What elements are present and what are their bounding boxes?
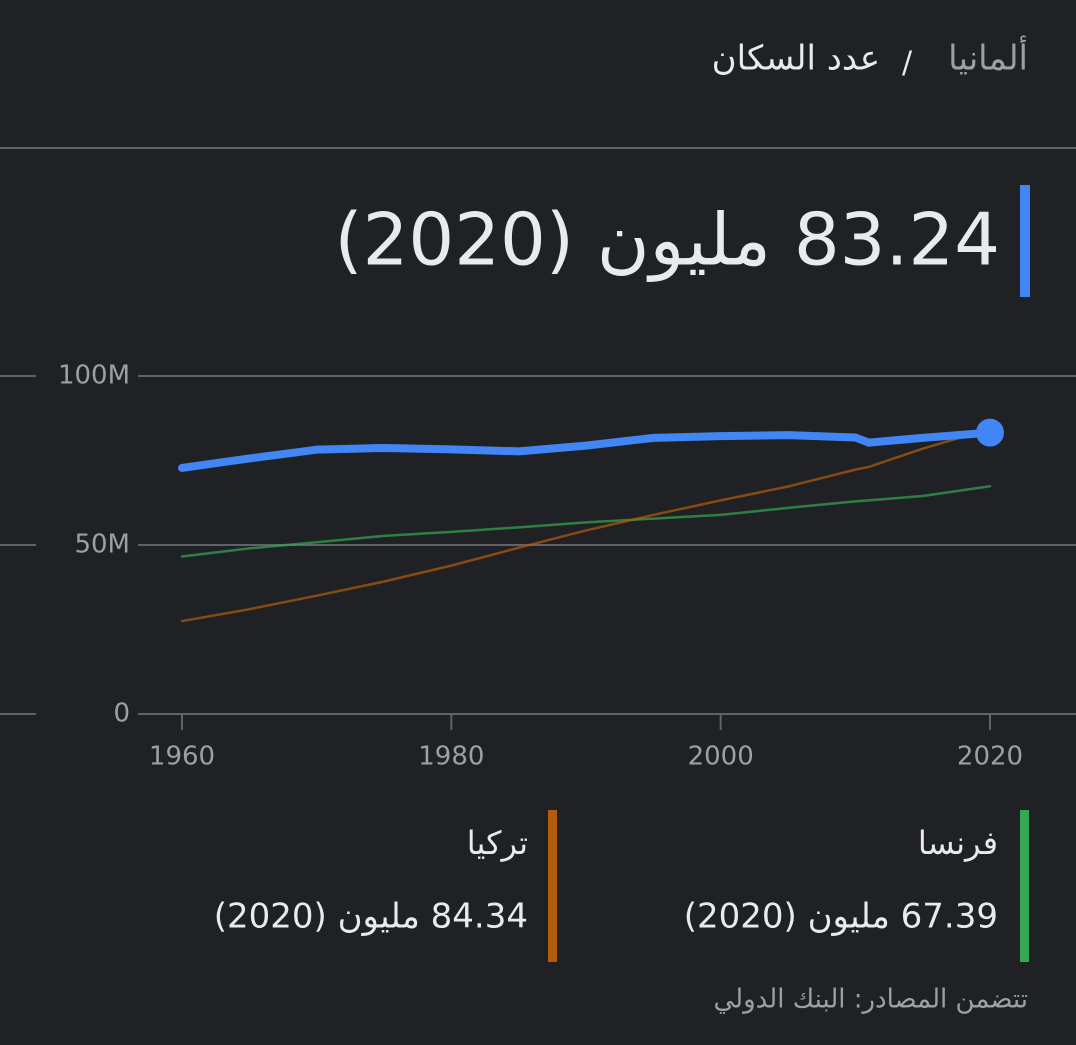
- x-tick-label: 1960: [149, 742, 215, 772]
- y-tick-label: 100M: [58, 361, 130, 391]
- legend-value: 84.34 مليون (2020): [214, 897, 528, 937]
- y-tick-label: 50M: [74, 530, 130, 560]
- series-line: [178, 428, 994, 472]
- legend-value: 67.39 مليون (2020): [684, 897, 998, 937]
- x-tick-label: 1980: [418, 742, 484, 772]
- legend-name[interactable]: فرنسا: [918, 824, 998, 862]
- y-tick-label: 0: [113, 699, 130, 729]
- series-line: [180, 427, 992, 623]
- headline-value: 83.24 مليون (2020): [334, 198, 1000, 283]
- legend-marker: [1020, 810, 1029, 962]
- legend-marker: [548, 810, 557, 962]
- x-tick-label: 2020: [957, 742, 1023, 772]
- x-tick-label: 2000: [688, 742, 754, 772]
- series-line: [180, 484, 992, 558]
- breadcrumb-country[interactable]: ألمانيا: [948, 36, 1028, 79]
- breadcrumb-separator: /: [902, 46, 913, 81]
- breadcrumb-title: عدد السكان: [712, 39, 880, 79]
- end-point: [976, 418, 1004, 447]
- legend-name[interactable]: تركيا: [467, 824, 528, 862]
- headline-marker: [1020, 185, 1030, 297]
- source-note: تتضمن المصادر: البنك الدولي: [714, 985, 1028, 1015]
